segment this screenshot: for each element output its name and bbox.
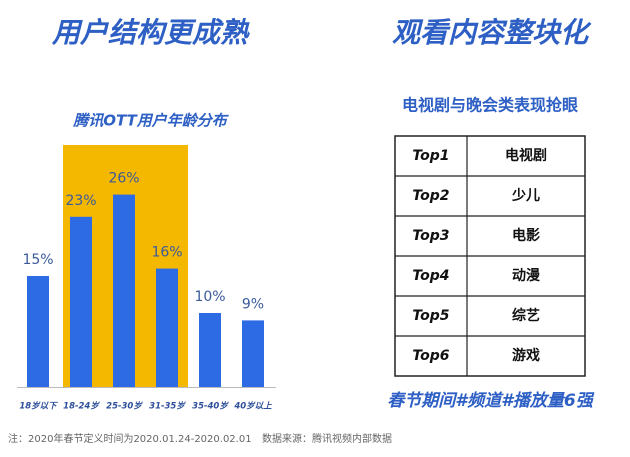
left-heading: 用户结构更成熟 xyxy=(51,16,250,49)
content-cell: 电影 xyxy=(512,227,540,244)
bar xyxy=(242,320,264,387)
x-tick-label: 18-24岁 xyxy=(63,401,100,412)
value-label: 16% xyxy=(151,245,182,261)
content-cell: 综艺 xyxy=(512,307,540,324)
rank-cell: Top2 xyxy=(412,188,449,204)
content-cell: 电视剧 xyxy=(505,147,547,164)
bar xyxy=(113,194,135,387)
x-tick-label: 40岁以上 xyxy=(233,401,272,412)
content-cell: 少儿 xyxy=(511,187,540,204)
x-tick-label: 25-30岁 xyxy=(106,401,143,412)
value-label: 15% xyxy=(22,252,53,268)
rank-cell: Top6 xyxy=(412,348,449,364)
value-label: 23% xyxy=(65,193,96,209)
rank-cell: Top3 xyxy=(412,228,449,244)
content-cell: 游戏 xyxy=(512,347,540,364)
table-title: 电视剧与晚会类表现抢眼 xyxy=(402,96,578,115)
chart-title: 腾讯OTT用户年龄分布 xyxy=(72,112,230,130)
rank-cell: Top5 xyxy=(412,308,449,324)
bar xyxy=(156,268,178,387)
rank-cell: Top1 xyxy=(412,148,449,164)
bar xyxy=(70,216,92,387)
footnote: 注：2020年春节定义时间为2020.01.24-2020.02.01 xyxy=(8,432,252,445)
bar xyxy=(199,313,221,387)
x-tick-label: 18岁以下 xyxy=(19,401,58,412)
x-tick-label: 31-35岁 xyxy=(149,401,186,412)
x-tick-label: 35-40岁 xyxy=(192,401,229,412)
table: Top1 电视剧 Top2 少儿 Top3 电影 Top4 动漫 Top5 综艺 Top6 游戏 xyxy=(394,135,586,377)
value-label: 9% xyxy=(242,296,264,312)
bar xyxy=(27,276,49,387)
right-heading: 观看内容整块化 xyxy=(392,16,592,49)
value-label: 26% xyxy=(108,171,139,187)
table-caption: 春节期间#频道#播放量6强 xyxy=(387,391,594,411)
rank-cell: Top4 xyxy=(412,268,449,284)
content-cell: 动漫 xyxy=(512,267,541,284)
value-label: 10% xyxy=(194,289,225,305)
source: 数据来源：腾讯视频内部数据 xyxy=(262,432,392,445)
